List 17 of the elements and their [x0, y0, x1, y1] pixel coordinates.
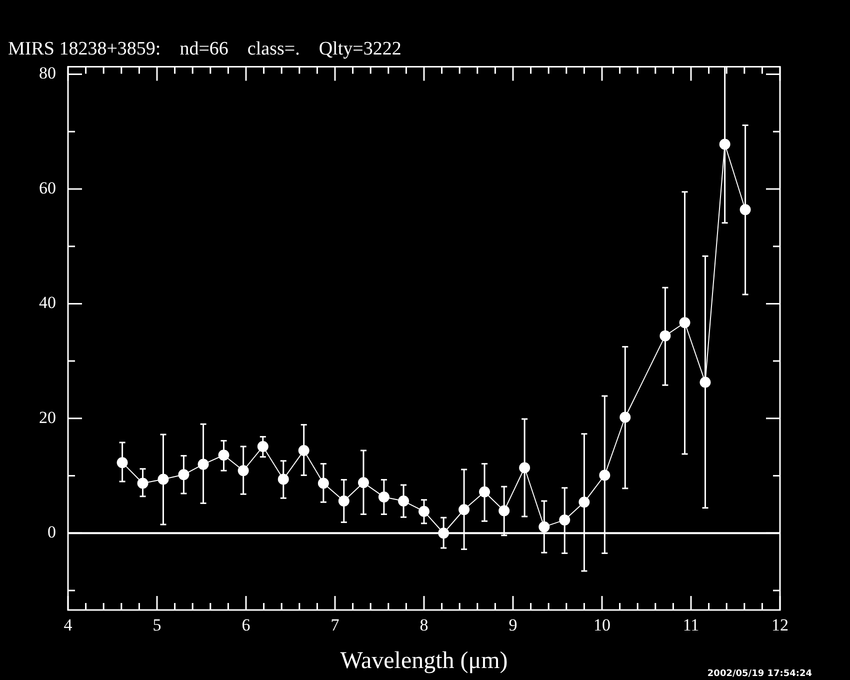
y-tick-label: 40: [39, 293, 56, 312]
y-tick-label: 0: [48, 522, 56, 542]
x-tick-label: 8: [420, 616, 428, 635]
chart-title: MIRS 18238+3859: nd=66 class=. Qlty=3222: [8, 38, 402, 60]
x-tick-label: 7: [330, 616, 340, 635]
y-tick-label: 80: [39, 64, 56, 83]
x-tick-label: 4: [64, 616, 73, 635]
x-tick-label: 11: [682, 616, 700, 635]
x-tick-label: 9: [508, 616, 518, 635]
y-tick-label: 20: [39, 408, 56, 427]
x-tick-label: 12: [772, 616, 788, 635]
x-tick-label: 10: [594, 616, 610, 635]
y-tick-label: 60: [39, 178, 56, 198]
x-axis-title: Wavelength (μm): [340, 648, 508, 674]
text: 2002/05/19 17:54:24: [707, 668, 812, 679]
x-tick-label: 6: [242, 616, 250, 635]
x-tick-label: 5: [152, 616, 162, 635]
